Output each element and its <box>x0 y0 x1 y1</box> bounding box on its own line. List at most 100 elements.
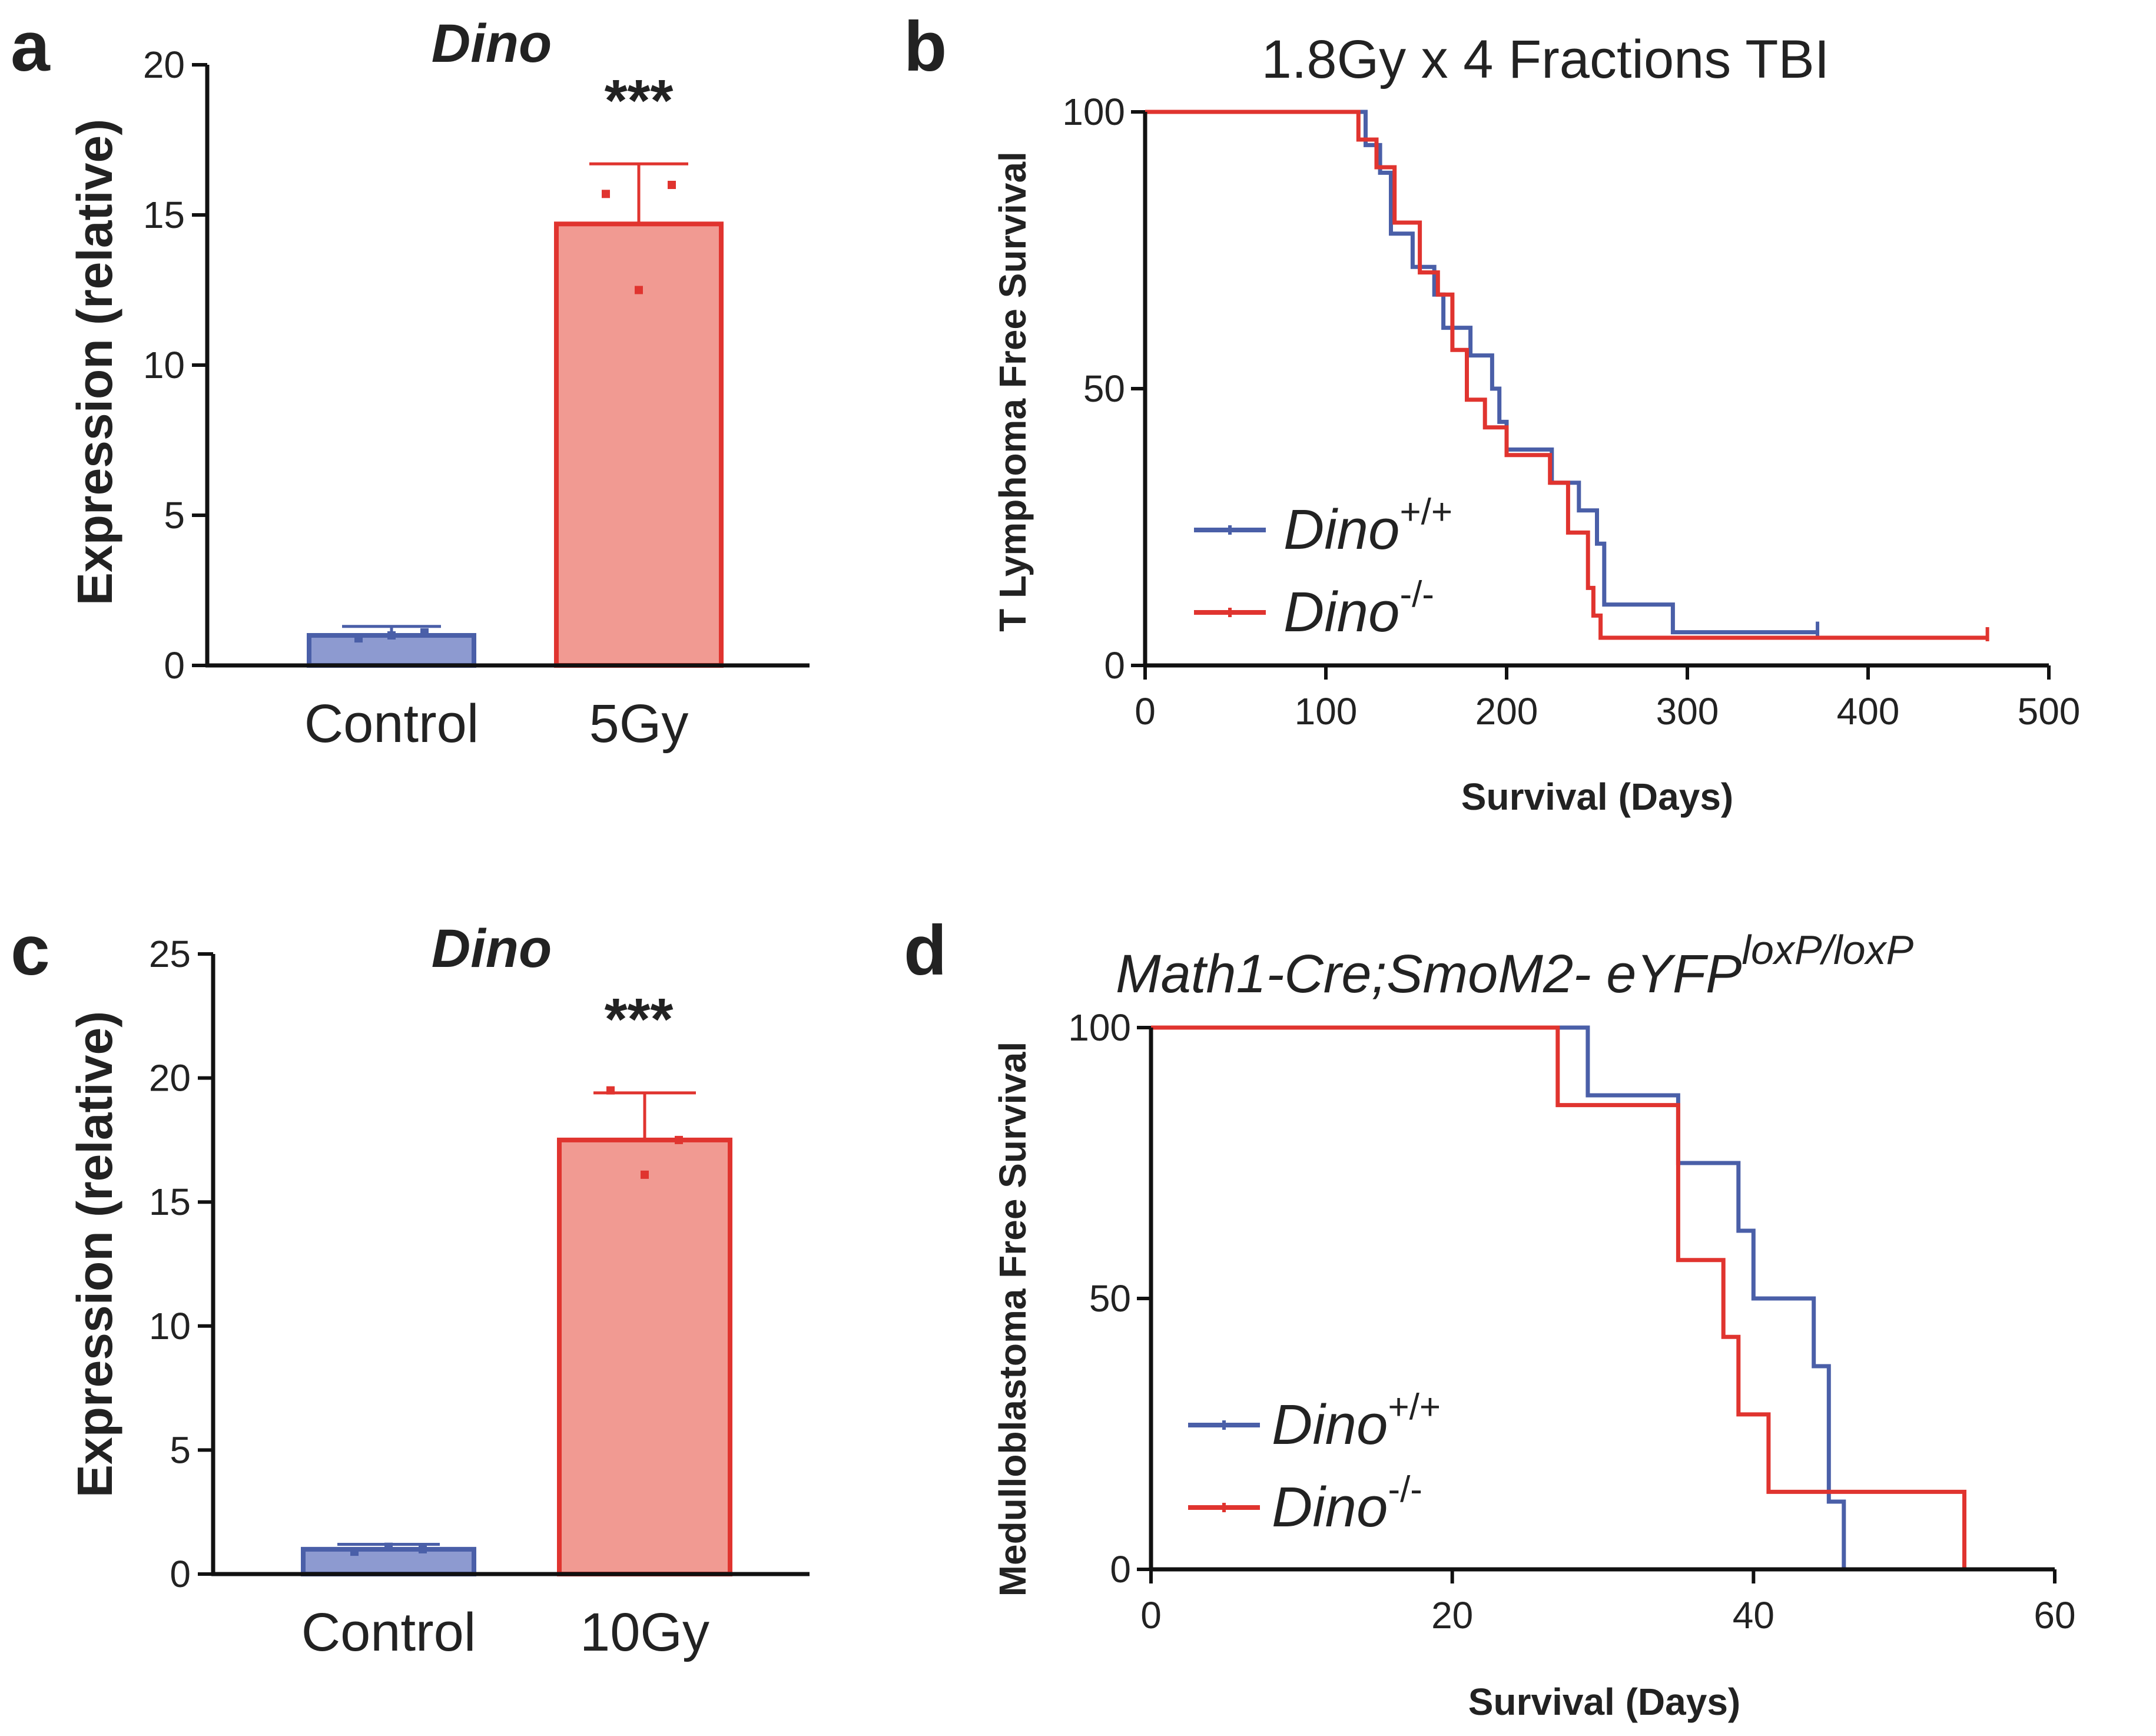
legend-label-wt: Dino+/+ <box>1283 492 1452 561</box>
panel-b-curves <box>1145 110 1989 641</box>
bar <box>301 1546 476 1576</box>
panel-d-y-axis-label: Medulloblastoma Free Survival <box>991 1042 1034 1597</box>
y-tick-label: 0 <box>1104 644 1125 687</box>
legend-label-ko: Dino-/- <box>1283 574 1434 644</box>
panel-c-categories: Control 10Gy <box>301 1602 709 1662</box>
y-tick-label: 100 <box>1068 1006 1131 1049</box>
panel-d-ticks: 0 50 100 0 20 40 60 <box>1068 1006 2075 1636</box>
panel-a-y-axis-label: Expression (relative) <box>67 119 122 605</box>
x-tick-label: 500 <box>2018 690 2081 733</box>
panel-letter-d: d <box>904 911 947 990</box>
category-label: Control <box>301 1602 476 1662</box>
data-point <box>668 181 676 189</box>
y-tick-label: 20 <box>149 1057 191 1099</box>
legend-item-wt: Dino+/+ <box>1194 492 1452 561</box>
y-tick-label: 5 <box>170 1429 191 1471</box>
legend-name-ko: Dino <box>1272 1476 1388 1539</box>
panel-c-significance: *** <box>605 986 674 1052</box>
data-point <box>420 628 429 637</box>
panel-b-y-axis-label: T Lymphoma Free Survival <box>991 151 1034 632</box>
survival-curve-wt <box>1151 1025 1846 1569</box>
panel-c-y-ticks: 0 5 10 15 20 25 <box>149 933 213 1595</box>
legend-item-ko: Dino-/- <box>1194 574 1434 644</box>
survival-curve-ko <box>1145 110 1988 640</box>
panel-c-bars <box>301 1086 732 1576</box>
y-tick-label: 0 <box>1110 1548 1131 1591</box>
y-tick-label: 20 <box>143 44 185 86</box>
x-tick-label: 0 <box>1135 690 1156 733</box>
panel-letter-c: c <box>11 911 50 990</box>
survival-curve-ko <box>1151 1025 1966 1569</box>
data-point <box>641 1170 649 1179</box>
panel-d-survival-chart: d Math1-Cre;SmoM2- eYFPloxP/loxP Medullo… <box>904 911 2076 1723</box>
data-point <box>350 1548 359 1556</box>
data-point <box>606 1086 615 1095</box>
y-tick-label: 100 <box>1062 91 1125 133</box>
legend-genotype-wt: +/+ <box>1399 492 1452 532</box>
legend-name-wt: Dino <box>1283 498 1399 561</box>
legend-label-ko: Dino-/- <box>1272 1469 1422 1539</box>
y-tick-label: 15 <box>149 1181 191 1223</box>
panel-d-title-superscript: loxP/loxP <box>1742 927 1913 973</box>
panel-b-title: 1.8Gy x 4 Fractions TBI <box>1262 29 1830 90</box>
data-point <box>419 1545 427 1553</box>
panel-d-x-axis-label: Survival (Days) <box>1468 1681 1740 1723</box>
data-point <box>675 1135 683 1144</box>
legend-name-wt: Dino <box>1272 1393 1388 1456</box>
bar <box>307 633 476 668</box>
legend-genotype-wt: +/+ <box>1388 1387 1441 1427</box>
panel-c-y-axis-label: Expression (relative) <box>67 1011 122 1498</box>
panel-b-legend: Dino+/+ Dino-/- <box>1194 492 1452 644</box>
legend-item-wt: Dino+/+ <box>1188 1387 1441 1456</box>
x-tick-label: 300 <box>1656 690 1719 733</box>
x-tick-label: 400 <box>1837 690 1900 733</box>
panel-a-bar-chart: a Dino *** Expression (relative) 0 5 10 15 2… <box>11 7 810 754</box>
legend-genotype-ko: -/- <box>1399 574 1434 615</box>
survival-curve-wt <box>1145 110 1817 635</box>
bar <box>554 221 724 668</box>
bar <box>557 1137 732 1576</box>
y-tick-label: 15 <box>143 194 185 236</box>
y-tick-label: 0 <box>170 1553 191 1595</box>
panel-d-title-main: Math1-Cre;SmoM2- eYFP <box>1116 944 1742 1004</box>
y-tick-label: 0 <box>164 644 185 687</box>
panel-d-curves <box>1151 1025 1966 1569</box>
legend-name-ko: Dino <box>1283 581 1399 644</box>
panel-a-categories: Control 5Gy <box>304 694 689 754</box>
legend-genotype-ko: -/- <box>1388 1469 1422 1510</box>
y-tick-label: 50 <box>1089 1277 1131 1320</box>
panel-a-title: Dino <box>432 14 552 74</box>
y-tick-label: 5 <box>164 494 185 536</box>
data-point <box>602 190 610 198</box>
y-tick-label: 10 <box>149 1305 191 1347</box>
panel-a-significance: *** <box>605 68 674 134</box>
panel-b-survival-chart: b 1.8Gy x 4 Fractions TBI T Lymphoma Fre… <box>904 7 2080 818</box>
panel-d-title: Math1-Cre;SmoM2- eYFPloxP/loxP <box>1116 927 1913 1004</box>
panel-a-bars <box>307 162 724 668</box>
y-tick-label: 10 <box>143 344 185 386</box>
legend-item-ko: Dino-/- <box>1188 1469 1422 1539</box>
panel-b-x-axis-label: Survival (Days) <box>1461 776 1733 818</box>
data-point <box>635 286 643 294</box>
x-tick-label: 40 <box>1733 1594 1774 1636</box>
x-tick-label: 200 <box>1475 690 1538 733</box>
y-tick-label: 25 <box>149 933 191 975</box>
panel-letter-a: a <box>11 7 51 86</box>
data-point <box>354 634 363 643</box>
panel-letter-b: b <box>904 7 947 86</box>
x-tick-label: 60 <box>2034 1594 2075 1636</box>
x-tick-label: 20 <box>1431 1594 1473 1636</box>
x-tick-label: 100 <box>1295 690 1358 733</box>
data-point <box>387 631 396 640</box>
panel-d-legend: Dino+/+ Dino-/- <box>1188 1387 1441 1539</box>
category-label: Control <box>304 694 479 754</box>
legend-label-wt: Dino+/+ <box>1272 1387 1441 1456</box>
x-tick-label: 0 <box>1140 1594 1162 1636</box>
panel-a-y-ticks: 0 5 10 15 20 <box>143 44 207 687</box>
category-label: 10Gy <box>580 1602 709 1662</box>
panel-c-bar-chart: c Dino *** Expression (relative) 0 5 10 15 2… <box>11 911 810 1662</box>
y-tick-label: 50 <box>1083 367 1125 410</box>
panel-c-title: Dino <box>432 919 552 979</box>
panel-b-ticks: 0 50 100 0 100 200 300 400 500 <box>1062 91 2080 733</box>
